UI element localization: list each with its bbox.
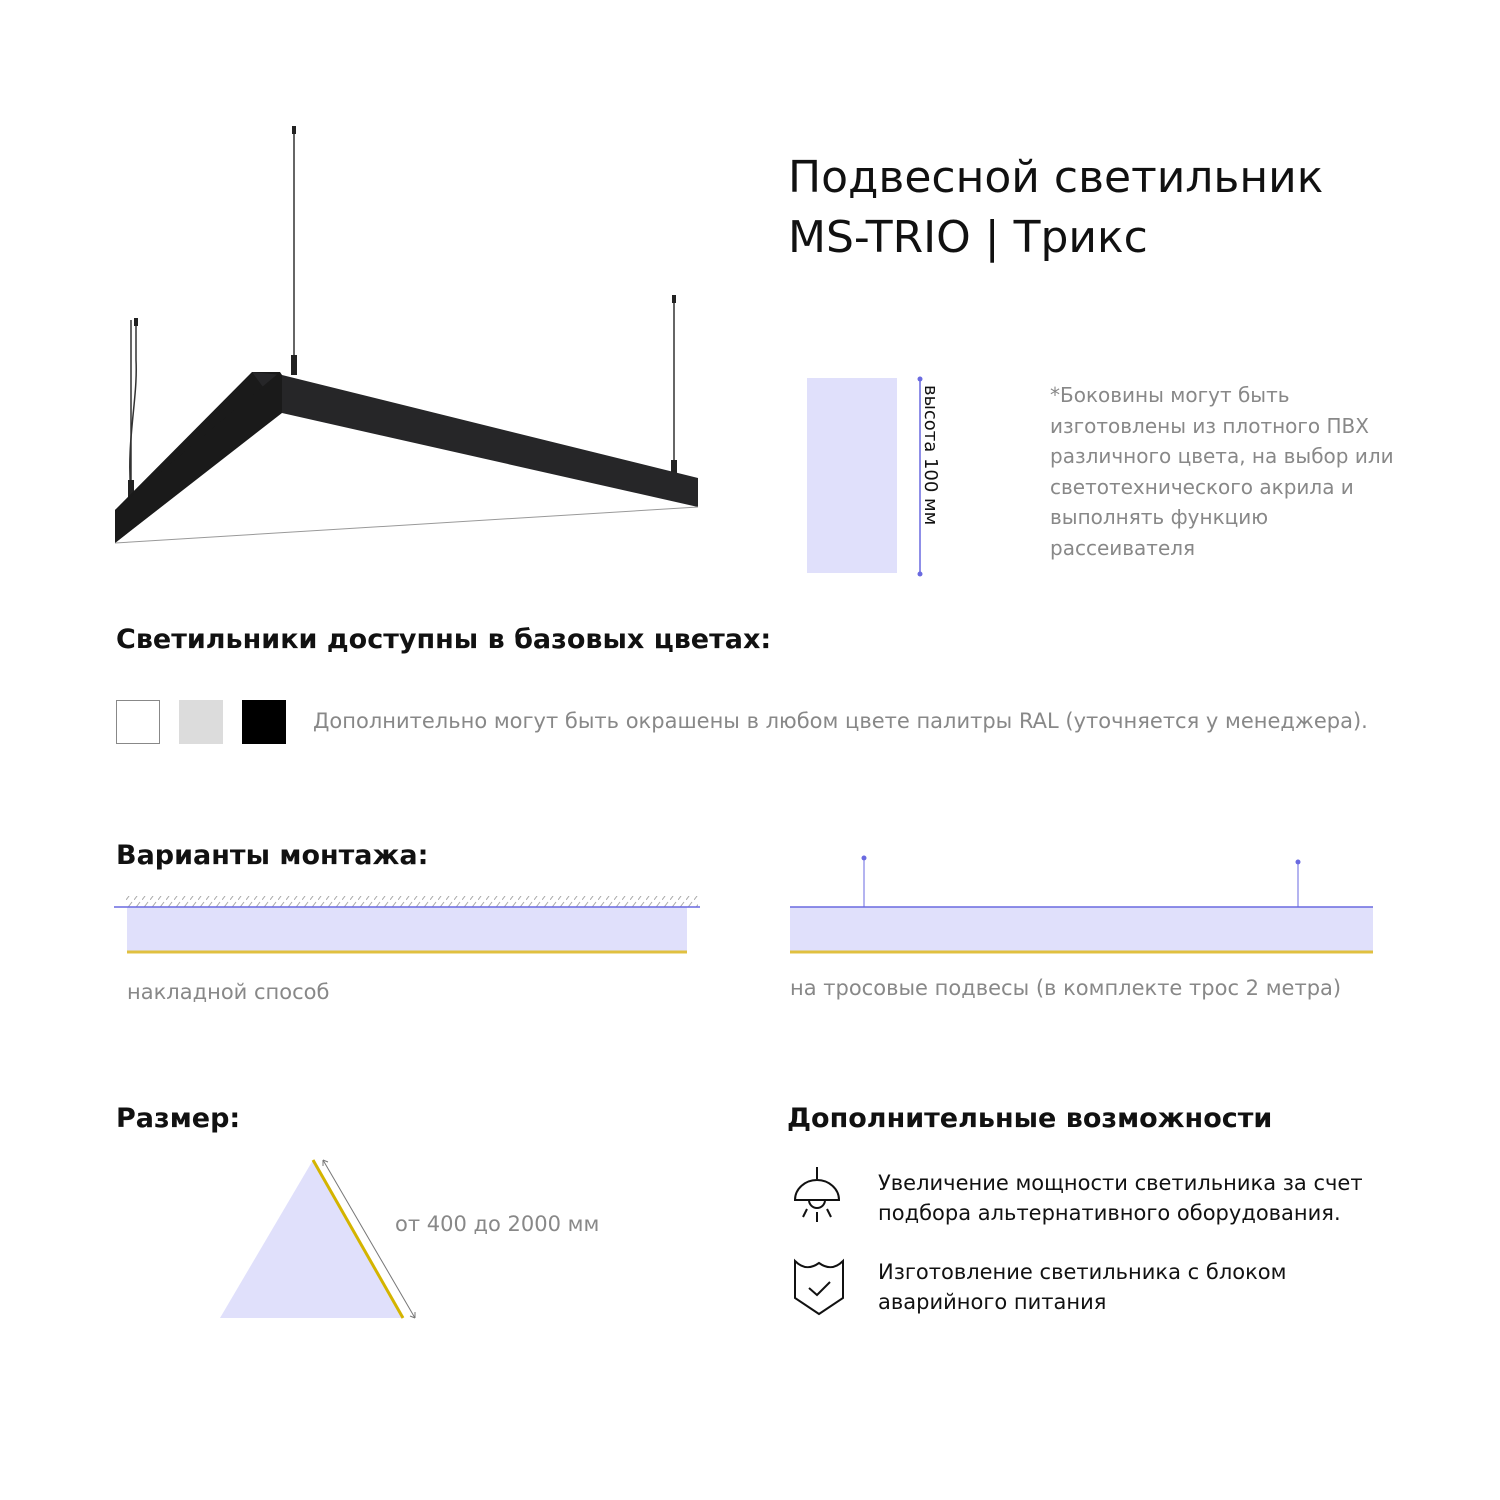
surface-mount-diagram <box>114 896 700 954</box>
cable-mount-diagram <box>790 855 1373 954</box>
height-dimension-line <box>917 376 923 577</box>
title-line-1: Подвесной светильник <box>788 152 1324 203</box>
shield-check-icon <box>794 1258 844 1316</box>
product-illustration <box>114 126 699 544</box>
pendant-lamp-icon <box>793 1167 841 1222</box>
extra-item-power: Увеличение мощности светильника за счет … <box>878 1171 1363 1225</box>
swatch-black <box>242 700 286 744</box>
swatch-light-gray <box>179 700 223 744</box>
mount-option-cable: на тросовые подвесы (в комплекте трос 2 … <box>790 976 1342 1000</box>
extras-heading: Дополнительные возможности <box>787 1103 1273 1134</box>
lamp-right-side <box>252 372 698 507</box>
size-range: от 400 до 2000 мм <box>395 1212 600 1236</box>
title-line-2: MS-TRIO | Трикс <box>788 212 1148 263</box>
page-title: Подвесной светильник MS-TRIO | Трикс <box>788 148 1323 268</box>
height-label: высота 100 мм <box>920 385 941 526</box>
extra-item-emergency: Изготовление светильника с блоком аварий… <box>878 1260 1287 1314</box>
swatch-white <box>116 700 160 744</box>
side-panel-note: *Боковины могут быть изготовлены из плот… <box>1050 383 1394 560</box>
mount-option-surface: накладной способ <box>127 980 330 1004</box>
colors-heading: Светильники доступны в базовых цветах: <box>116 624 772 655</box>
ral-note: Дополнительно могут быть окрашены в любо… <box>313 709 1368 733</box>
triangle-size-diagram <box>220 1159 416 1319</box>
size-heading: Размер: <box>116 1103 241 1134</box>
side-panel-diagram <box>807 378 897 573</box>
mounting-heading: Варианты монтажа: <box>116 840 429 871</box>
